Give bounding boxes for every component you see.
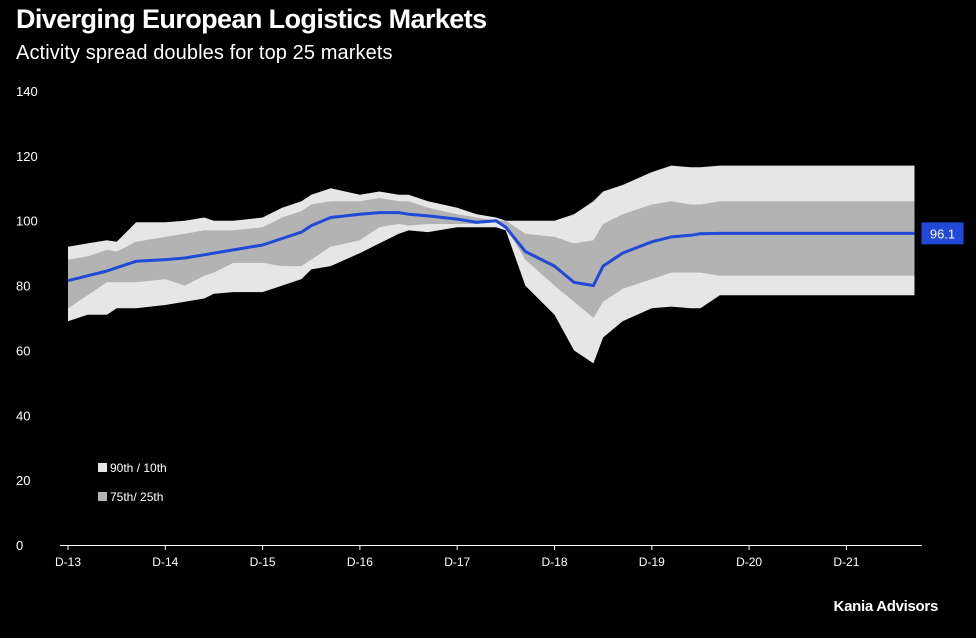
bands-group	[68, 165, 915, 364]
y-tick-label: 0	[16, 538, 23, 553]
axes-group: 0 20 40 60 80 100 120 140 D-13 D-14 D-15 D-16 D-17 D-…	[16, 84, 922, 569]
band-75-25	[68, 198, 915, 318]
legend-label: 75th/ 25th	[110, 490, 163, 504]
chart-subtitle: Activity spread doubles for top 25 marke…	[16, 42, 393, 64]
x-tick-label: D-18	[541, 555, 567, 569]
end-value-box	[921, 222, 964, 245]
legend-label: 90th / 10th	[110, 461, 167, 475]
x-tick-label: D-16	[347, 555, 373, 569]
end-value-label: 96.1	[930, 226, 955, 241]
x-tick-label: D-15	[250, 555, 276, 569]
median-line-group: 96.1	[67, 211, 964, 288]
x-tick-label: D-20	[736, 555, 762, 569]
y-tick-label: 120	[16, 149, 38, 164]
legend: 90th / 10th 75th/ 25th	[98, 461, 167, 504]
x-tick-label: D-13	[55, 555, 81, 569]
x-tick-label: D-14	[152, 555, 178, 569]
x-tick-label: D-17	[444, 555, 470, 569]
y-tick-label: 140	[16, 84, 38, 99]
x-tick-label: D-19	[639, 555, 665, 569]
x-tick-label: D-21	[833, 555, 859, 569]
chart-title: Diverging European Logistics Markets	[16, 4, 487, 34]
legend-swatch	[98, 463, 107, 472]
y-tick-label: 60	[16, 343, 30, 358]
median-line	[67, 211, 915, 288]
y-tick-label: 80	[16, 279, 30, 294]
source-credit: Kania Advisors	[833, 598, 939, 615]
y-tick-label: 40	[16, 408, 30, 423]
y-tick-label: 100	[16, 214, 38, 229]
legend-swatch	[98, 492, 107, 501]
y-tick-label: 20	[16, 473, 30, 488]
